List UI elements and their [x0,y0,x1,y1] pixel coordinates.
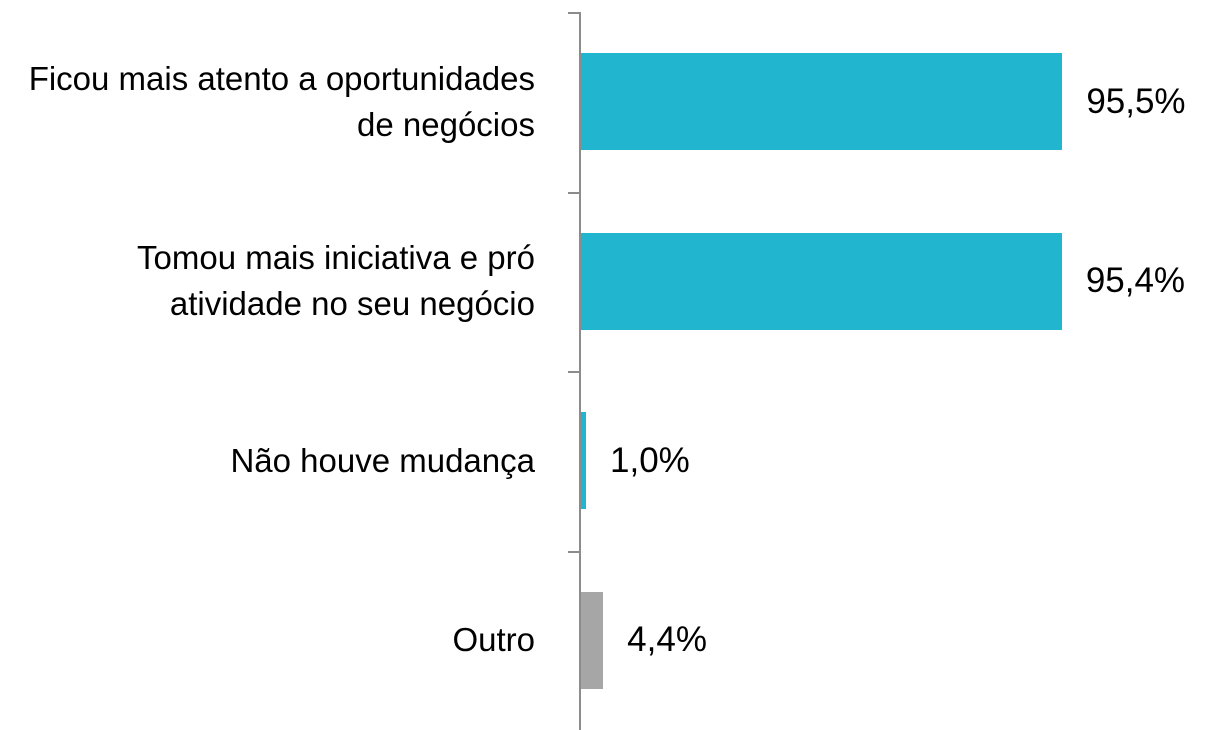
value-label: 4,4% [627,620,707,660]
value-label: 1,0% [610,440,690,480]
value-label: 95,4% [1085,261,1186,301]
category-label: Ficou mais atento a oportunidades de neg… [28,59,535,143]
tick-mark [568,12,580,14]
category-label: Tomou mais iniciativa e pró atividade no… [137,239,535,323]
category-axis [579,12,581,730]
value-label: 95,5% [1086,81,1186,121]
tick-mark [568,550,580,553]
bar [581,53,1063,151]
tick-mark [568,191,580,194]
bar [581,232,1062,330]
category-label: Não houve mudança [230,441,535,479]
bar [581,591,604,689]
tick-mark [568,371,580,373]
category-label: Outro [452,621,535,659]
bar [581,412,587,510]
